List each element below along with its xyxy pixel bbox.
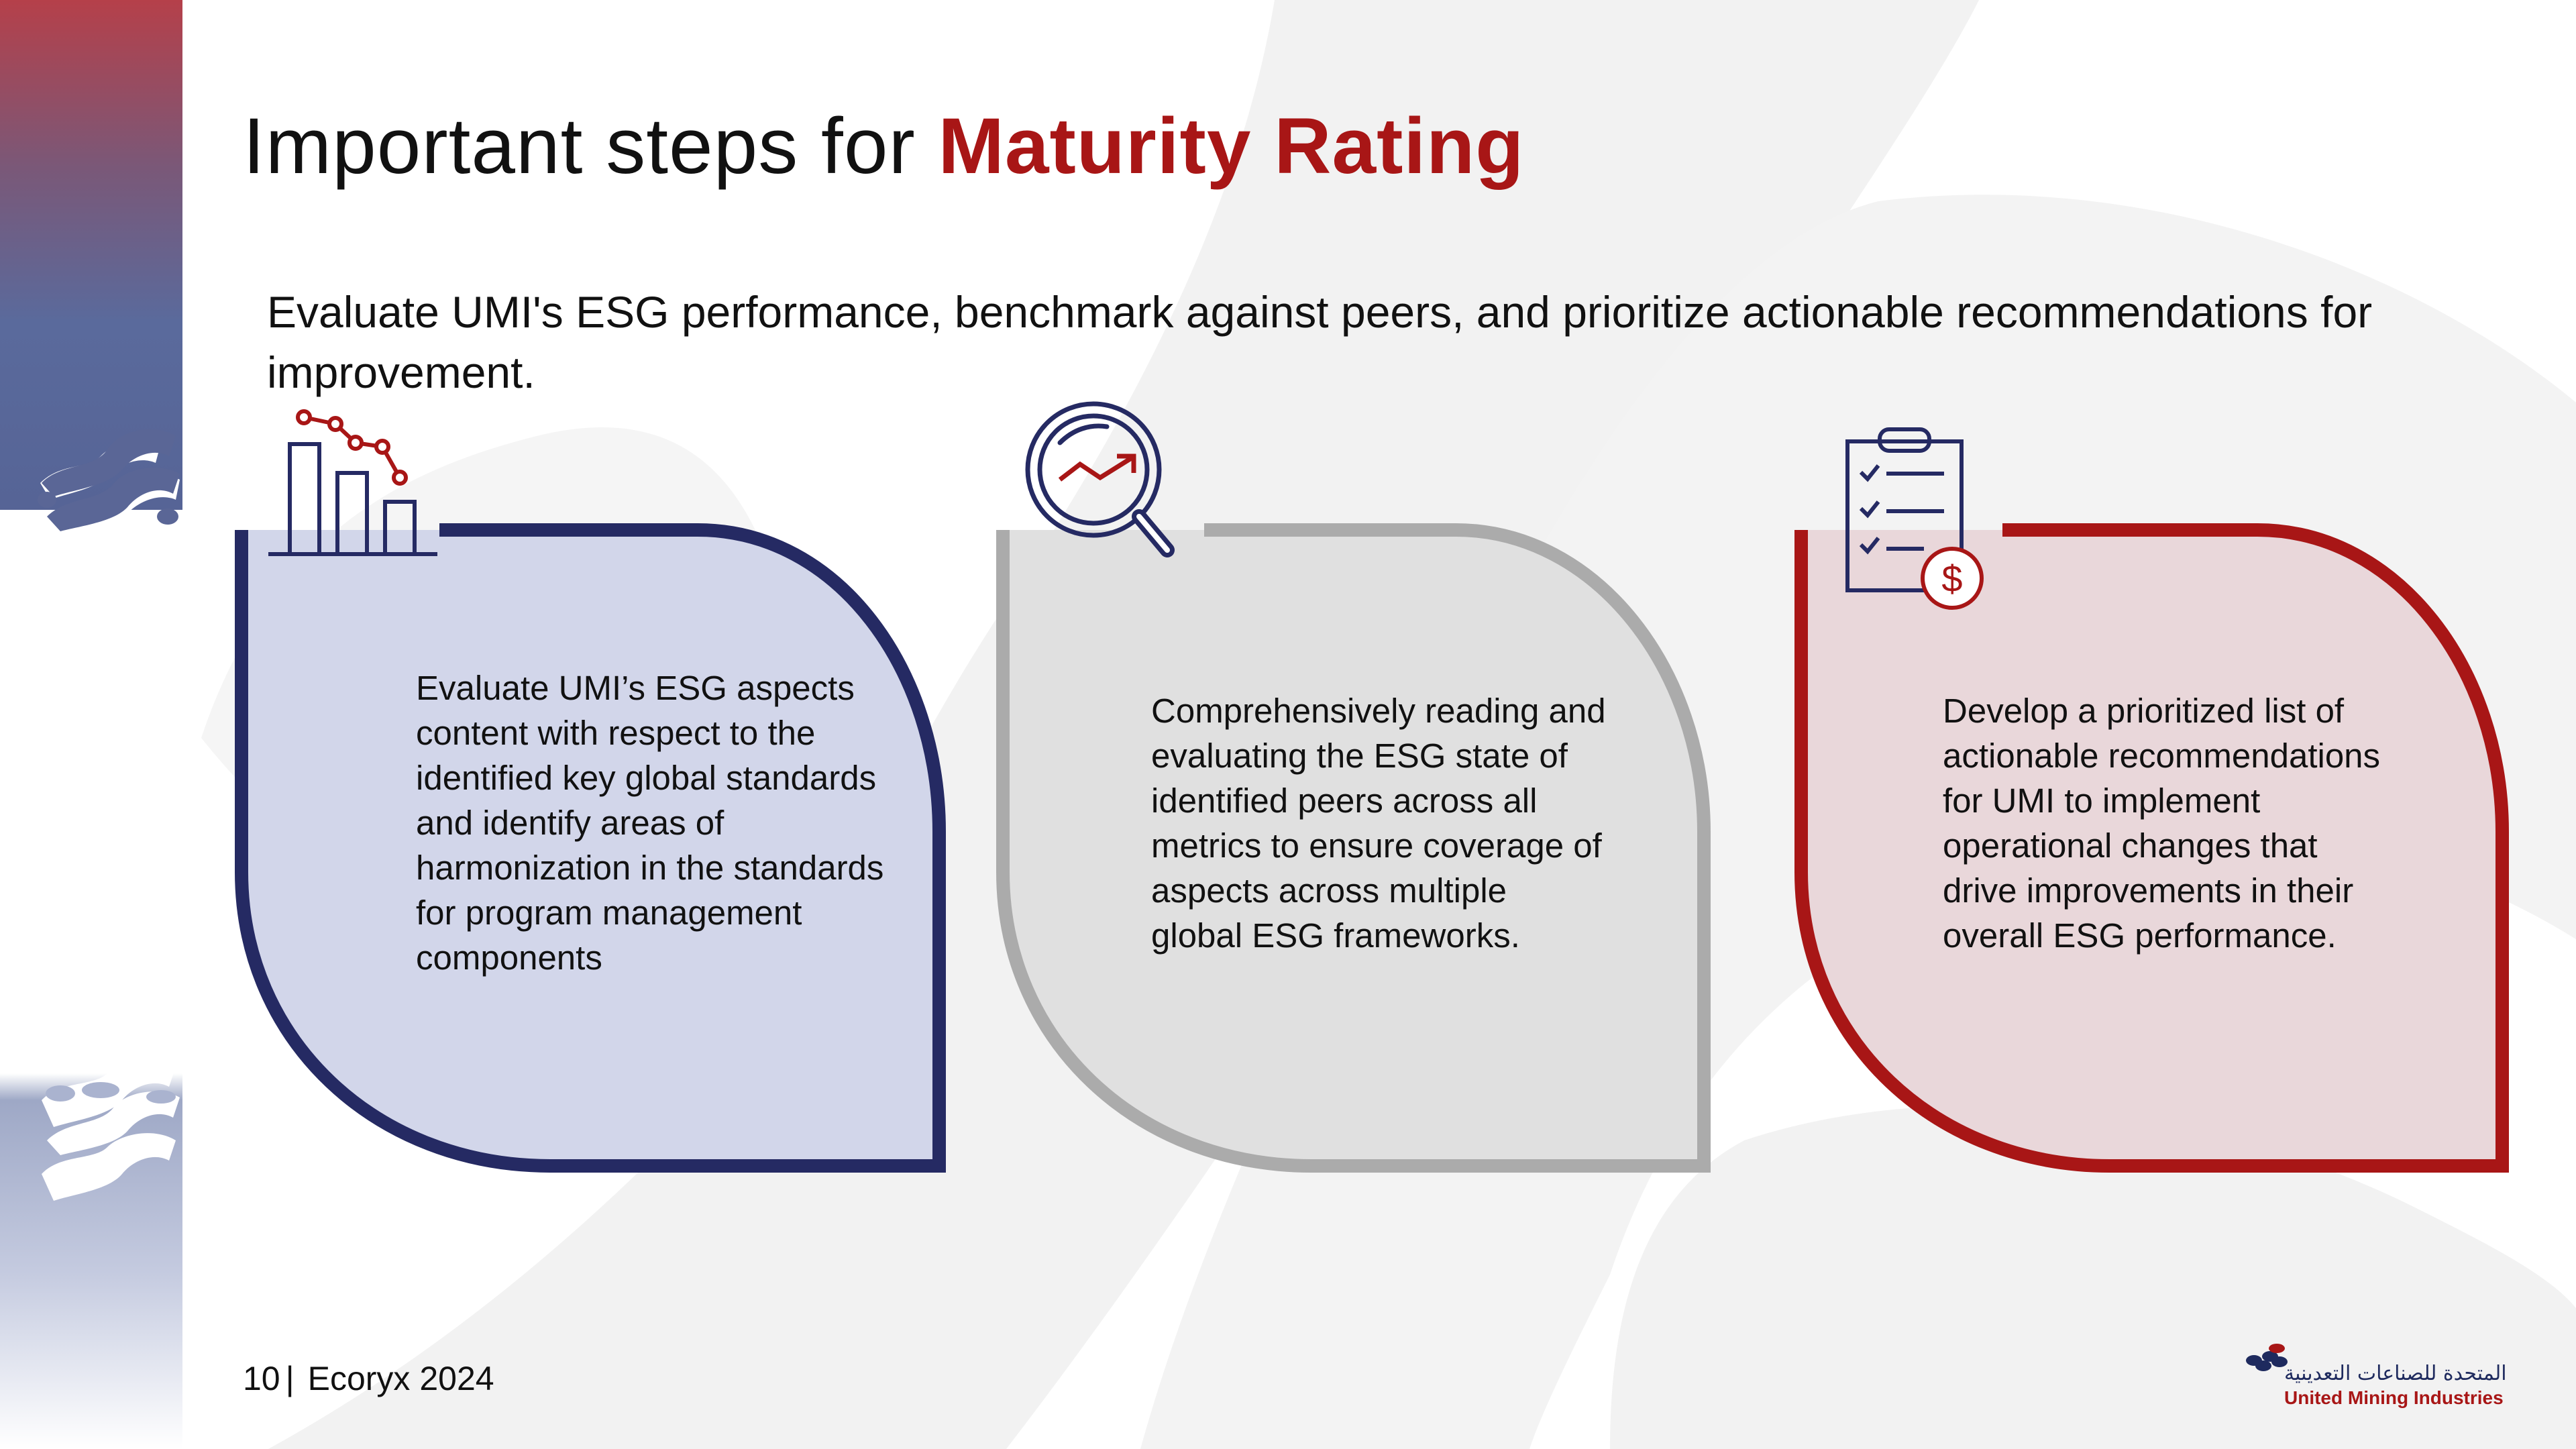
step-card-3-text: Develop a prioritized list of actionable… xyxy=(1943,692,2381,955)
step-card-1 xyxy=(235,523,946,1173)
umi-logo-icon xyxy=(2246,1344,2288,1371)
slide-footer: 10 | Ecoryx 2024 xyxy=(243,1359,494,1398)
logo-arabic-text: المتحدة للصناعات التعدينية xyxy=(2284,1362,2507,1385)
slide-title: Important steps for Maturity Rating xyxy=(243,101,1524,192)
magnifier-trend-icon xyxy=(1025,401,1175,557)
clipboard-dollar-icon: $ xyxy=(1845,427,1984,610)
footer-separator: | xyxy=(285,1360,294,1397)
slide-subtitle: Evaluate UMI's ESG performance, benchmar… xyxy=(267,287,2373,397)
page-number: 10 xyxy=(243,1360,280,1397)
step-card-2 xyxy=(996,523,1711,1173)
side-gradient-strip xyxy=(0,0,182,1449)
title-accent: Maturity Rating xyxy=(938,102,1525,191)
side-wave-decoration xyxy=(38,429,180,1201)
footer-company: Ecoryx 2024 xyxy=(307,1360,494,1397)
step-card-1-text: Evaluate UMI’s ESG aspects content with … xyxy=(416,669,884,977)
step-card-3 xyxy=(1794,523,2509,1173)
bar-chart-decline-icon xyxy=(268,409,437,556)
logo-english-text: United Mining Industries xyxy=(2284,1387,2504,1408)
title-prefix: Important steps for xyxy=(243,102,938,191)
svg-text:$: $ xyxy=(1941,557,1962,600)
step-card-2-text: Comprehensively reading and evaluating t… xyxy=(1151,692,1606,955)
